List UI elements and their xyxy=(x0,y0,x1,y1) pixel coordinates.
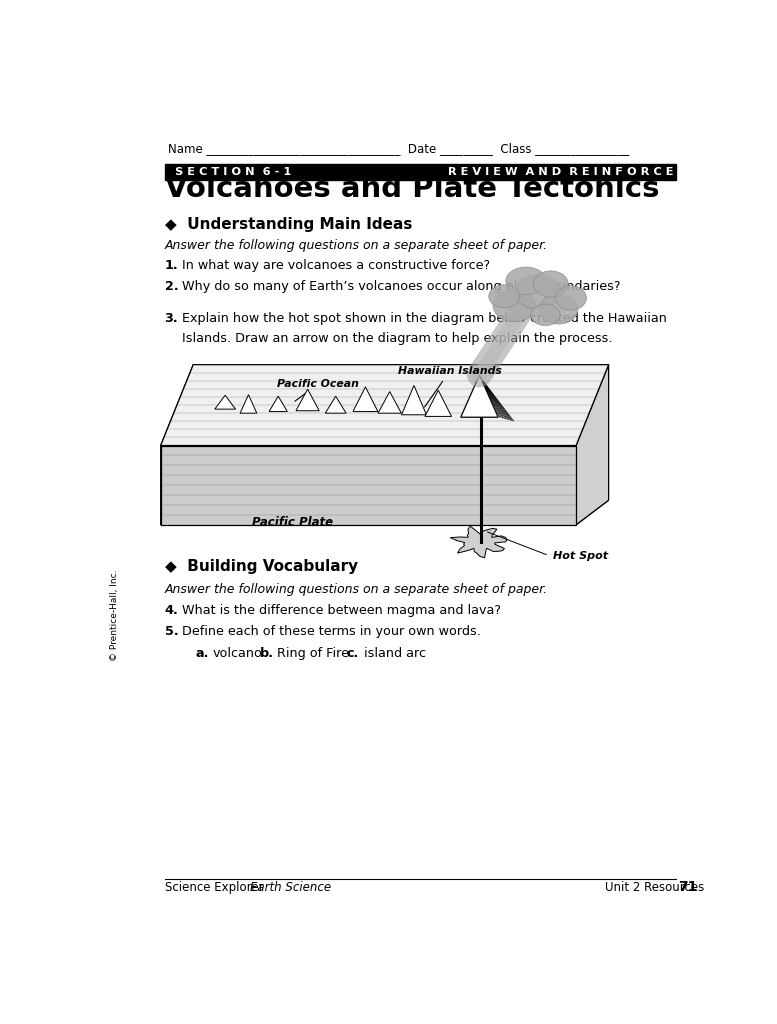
Text: Define each of these terms in your own words.: Define each of these terms in your own w… xyxy=(182,625,480,638)
Ellipse shape xyxy=(493,290,535,322)
Ellipse shape xyxy=(514,274,561,308)
Text: Unit 2 Resources: Unit 2 Resources xyxy=(605,882,704,894)
Ellipse shape xyxy=(506,267,546,295)
Text: Earth Science: Earth Science xyxy=(249,882,331,894)
Text: Pacific Plate: Pacific Plate xyxy=(252,516,333,529)
Polygon shape xyxy=(461,375,498,417)
Polygon shape xyxy=(326,396,346,413)
Polygon shape xyxy=(269,396,287,412)
Bar xyxy=(165,164,676,180)
Text: S E C T I O N  6 - 1: S E C T I O N 6 - 1 xyxy=(175,167,291,177)
Text: In what way are volcanoes a constructive force?: In what way are volcanoes a constructive… xyxy=(182,259,490,272)
Text: Hot Spot: Hot Spot xyxy=(552,551,608,560)
Polygon shape xyxy=(402,385,427,415)
Polygon shape xyxy=(425,390,451,417)
Text: Islands. Draw an arrow on the diagram to help explain the process.: Islands. Draw an arrow on the diagram to… xyxy=(182,333,612,345)
Text: Volcanoes and Plate Tectonics: Volcanoes and Plate Tectonics xyxy=(165,175,659,203)
Text: © Prentice-Hall, Inc.: © Prentice-Hall, Inc. xyxy=(110,569,119,660)
Polygon shape xyxy=(576,365,608,525)
Text: 4.: 4. xyxy=(165,604,178,617)
Polygon shape xyxy=(296,389,319,411)
Text: 1.: 1. xyxy=(165,259,178,272)
Text: Pacific Ocean: Pacific Ocean xyxy=(277,379,359,401)
Ellipse shape xyxy=(539,295,578,324)
Text: Answer the following questions on a separate sheet of paper.: Answer the following questions on a sepa… xyxy=(165,583,548,596)
Text: Why do so many of Earth’s volcanoes occur along plate boundaries?: Why do so many of Earth’s volcanoes occu… xyxy=(182,280,620,293)
Text: b.: b. xyxy=(260,646,274,659)
Text: R E V I E W  A N D  R E I N F O R C E: R E V I E W A N D R E I N F O R C E xyxy=(448,167,674,177)
Text: a.: a. xyxy=(196,646,209,659)
Ellipse shape xyxy=(533,271,568,297)
Text: volcano: volcano xyxy=(213,646,263,659)
Text: Hawaiian Islands: Hawaiian Islands xyxy=(398,367,502,408)
Ellipse shape xyxy=(556,286,587,310)
Polygon shape xyxy=(161,500,608,525)
Text: Explain how the hot spot shown in the diagram below created the Hawaiian: Explain how the hot spot shown in the di… xyxy=(182,311,667,325)
Text: ◆  Building Vocabulary: ◆ Building Vocabulary xyxy=(165,559,357,574)
Text: What is the difference between magma and lava?: What is the difference between magma and… xyxy=(182,604,500,617)
Text: island arc: island arc xyxy=(364,646,426,659)
Text: 3.: 3. xyxy=(165,311,178,325)
Ellipse shape xyxy=(489,285,520,308)
Polygon shape xyxy=(161,365,608,445)
Text: ◆  Understanding Main Ideas: ◆ Understanding Main Ideas xyxy=(165,217,412,232)
Text: Answer the following questions on a separate sheet of paper.: Answer the following questions on a sepa… xyxy=(165,240,548,252)
Polygon shape xyxy=(161,445,576,525)
Text: Ring of Fire: Ring of Fire xyxy=(277,646,349,659)
Text: 5.: 5. xyxy=(165,625,178,638)
Text: c.: c. xyxy=(347,646,359,659)
Polygon shape xyxy=(353,387,378,412)
Text: 2.: 2. xyxy=(165,280,178,293)
Polygon shape xyxy=(161,365,193,525)
Polygon shape xyxy=(450,526,507,558)
Text: Name _________________________________  Date _________  Class ________________: Name _________________________________ D… xyxy=(169,142,629,156)
Polygon shape xyxy=(378,391,402,413)
Polygon shape xyxy=(214,395,235,410)
Ellipse shape xyxy=(531,304,560,326)
Polygon shape xyxy=(240,394,256,413)
Text: 71: 71 xyxy=(678,881,698,894)
Text: Science Explorer: Science Explorer xyxy=(165,882,267,894)
